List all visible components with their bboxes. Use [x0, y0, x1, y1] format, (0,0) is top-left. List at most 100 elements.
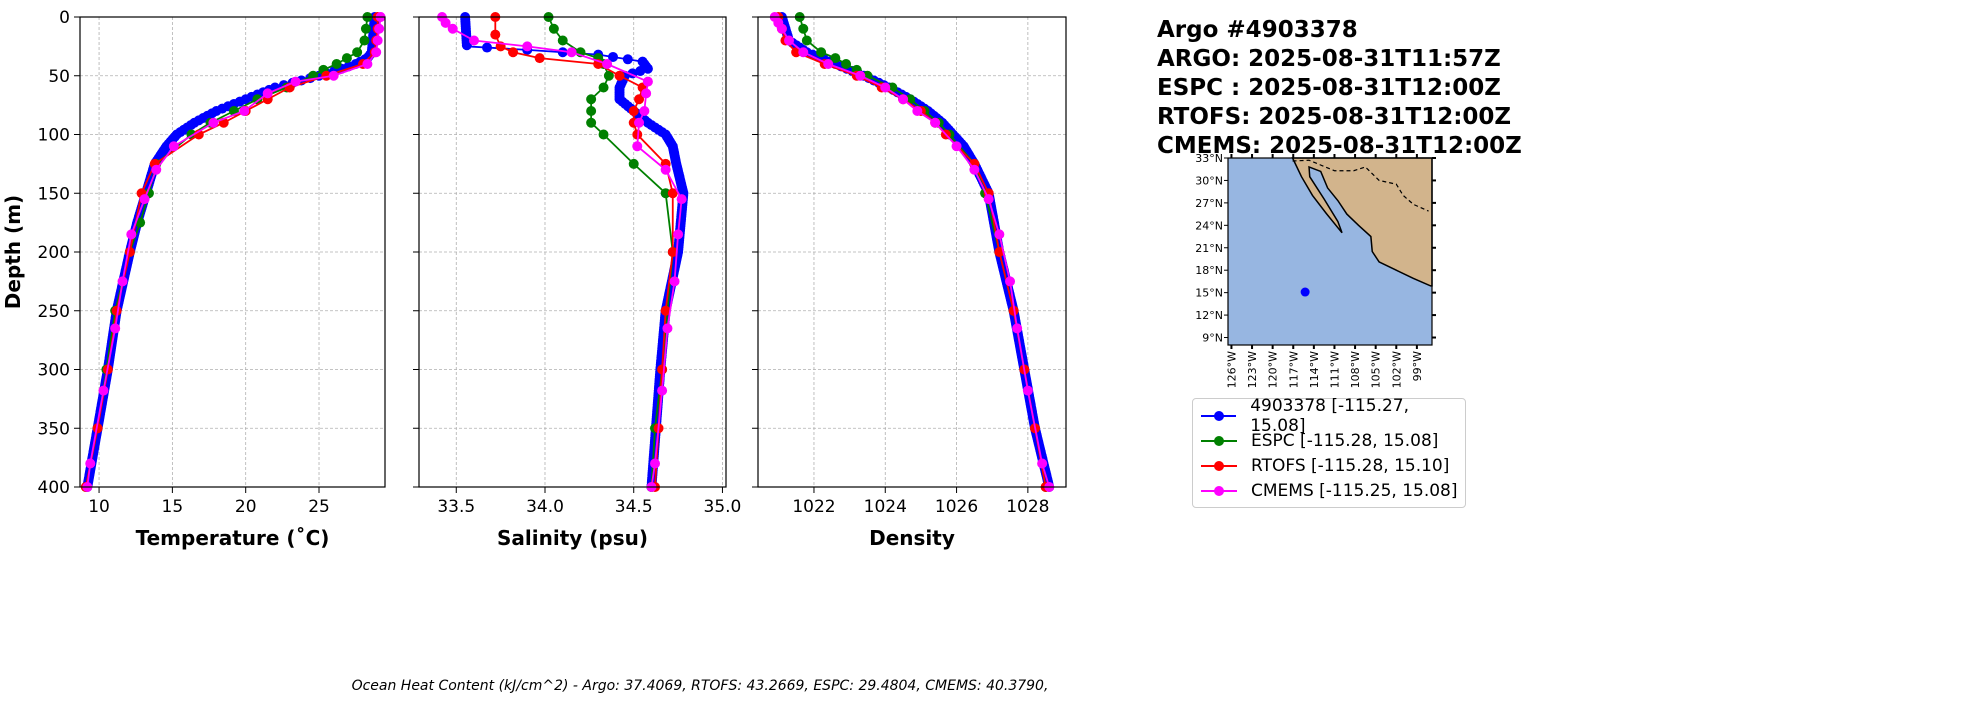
y-tick-label: 300 — [38, 361, 70, 381]
data-point — [798, 47, 809, 58]
data-point — [642, 76, 653, 87]
data-point — [912, 106, 923, 116]
data-point — [830, 53, 841, 64]
map-lat-label: 12°N — [1195, 309, 1223, 322]
map-lon-label: 120°W — [1267, 351, 1280, 388]
x-tick-label: 1024 — [864, 497, 907, 517]
data-point — [673, 229, 684, 240]
x-tick-label: 34.5 — [615, 497, 653, 517]
data-point — [566, 47, 577, 58]
data-point — [598, 129, 609, 140]
data-point — [374, 23, 385, 34]
data-point — [461, 40, 472, 51]
legend-label: RTOFS [-115.28, 15.10] — [1251, 455, 1450, 476]
data-point — [586, 117, 597, 128]
data-point — [290, 76, 301, 87]
data-point — [352, 47, 363, 58]
data-point — [650, 458, 661, 469]
data-point — [676, 194, 687, 205]
data-point — [341, 53, 352, 64]
data-point — [880, 82, 891, 93]
data-point — [823, 59, 834, 69]
data-point — [598, 82, 609, 93]
data-point — [1012, 323, 1023, 334]
legend-item: RTOFS [-115.28, 15.10] — [1193, 453, 1465, 478]
data-point — [816, 47, 827, 58]
legend-swatch — [1201, 435, 1237, 447]
data-point — [855, 70, 866, 81]
x-tick-label: 35.0 — [704, 497, 742, 517]
data-point — [801, 35, 812, 46]
map-lat-label: 33°N — [1195, 152, 1223, 165]
data-point — [634, 117, 645, 128]
legend-label: 4903378 [-115.27, 15.08] — [1250, 395, 1410, 436]
data-point — [608, 51, 619, 62]
legend-swatch — [1201, 410, 1237, 422]
title-line: CMEMS: 2025-08-31T12:00Z — [1157, 133, 1522, 159]
legend-item: CMEMS [-115.25, 15.08] — [1193, 478, 1465, 503]
data-point — [628, 158, 639, 169]
x-tick-label: 34.0 — [526, 497, 564, 517]
map-lon-label: 114°W — [1308, 351, 1321, 388]
map-lon-label: 102°W — [1390, 351, 1403, 388]
legend-swatch — [1201, 460, 1237, 472]
x-tick-label: 1028 — [1006, 497, 1049, 517]
y-tick-label: 100 — [38, 126, 70, 146]
data-point — [635, 66, 646, 77]
data-point — [898, 94, 909, 105]
data-point — [669, 276, 680, 287]
series-cmems — [769, 12, 1055, 492]
data-point — [262, 88, 273, 99]
data-point — [951, 141, 962, 152]
data-point — [168, 141, 179, 152]
panel-2: 33.5 34.0 34.5 35.0 Salinity (psu) — [413, 12, 741, 550]
title-line: ARGO: 2025-08-31T11:57Z — [1157, 46, 1501, 72]
data-point — [994, 247, 1005, 257]
map-lat-label: 15°N — [1195, 287, 1223, 300]
data-point — [798, 23, 809, 34]
data-point — [791, 47, 802, 58]
data-point — [632, 141, 643, 152]
data-point — [321, 70, 332, 81]
y-axis-label: Depth (m) — [1, 195, 25, 309]
map-lat-label: 21°N — [1195, 242, 1223, 255]
y-tick-label: 150 — [38, 184, 70, 204]
data-point — [657, 385, 668, 396]
data-point — [117, 276, 128, 287]
map-lon-label: 123°W — [1246, 351, 1259, 388]
panel-1: 10 15 20 25050100150200250300350400Temperat… — [1, 8, 386, 550]
data-point — [239, 106, 250, 116]
data-point — [85, 458, 96, 469]
data-point — [622, 54, 633, 65]
title-line: Argo #4903378 — [1157, 17, 1358, 43]
data-point — [331, 59, 342, 69]
data-point — [208, 117, 219, 128]
data-point — [628, 106, 639, 116]
x-axis-label: Salinity (psu) — [497, 526, 648, 550]
axes-frame — [79, 16, 386, 488]
float-location-marker — [1300, 287, 1310, 297]
data-point — [490, 29, 501, 40]
data-point — [639, 106, 650, 116]
data-point — [482, 42, 493, 53]
data-point — [983, 194, 994, 205]
x-tick-label: 1022 — [792, 497, 835, 517]
axes-frame — [418, 16, 727, 488]
map-lon-label: 126°W — [1225, 351, 1238, 388]
data-point — [586, 106, 597, 116]
map-lon-label: 111°W — [1328, 351, 1341, 388]
data-point — [548, 23, 559, 34]
data-point — [603, 70, 614, 81]
data-point — [126, 229, 137, 240]
data-point — [151, 164, 162, 175]
data-point — [110, 323, 121, 334]
data-point — [602, 59, 613, 69]
x-tick-label: 10 — [88, 497, 110, 517]
data-point — [328, 70, 339, 81]
data-point — [447, 23, 458, 34]
data-point — [660, 305, 671, 316]
data-point — [667, 188, 678, 199]
map-lat-label: 9°N — [1202, 332, 1223, 345]
data-point — [139, 194, 150, 205]
